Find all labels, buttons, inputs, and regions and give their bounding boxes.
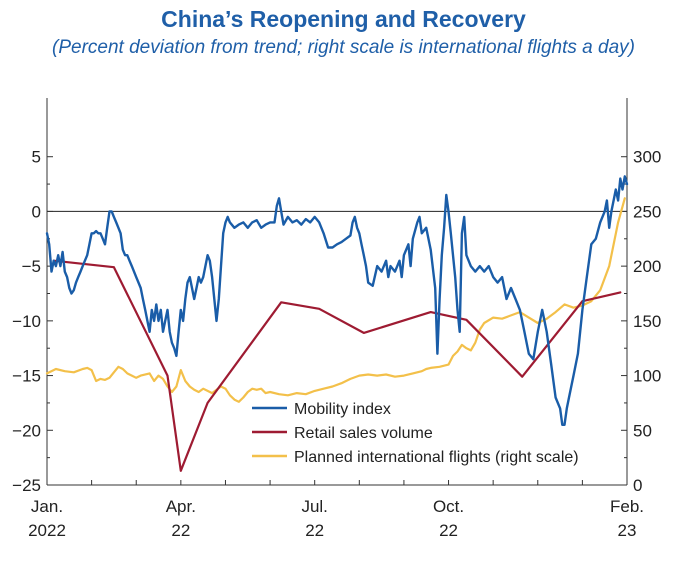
- legend: Mobility index Retail sales volume Planned…: [252, 401, 579, 466]
- x-tick-label: 22: [171, 521, 190, 540]
- chart-title: China’s Reopening and Recovery: [161, 6, 526, 32]
- y-right-tick-label: 150: [633, 312, 661, 331]
- series-lines: [45, 175, 629, 472]
- series-line-planned-international-flights-right-scale: [45, 197, 626, 403]
- legend-label: Retail sales volume: [294, 425, 433, 442]
- legend-label: Planned international flights (right sca…: [294, 449, 579, 466]
- x-tick-label: Feb.: [610, 497, 644, 516]
- x-tick-label: 23: [618, 521, 637, 540]
- x-tick-label: 22: [305, 521, 324, 540]
- x-tick-label: Apr.: [166, 497, 196, 516]
- legend-label: Mobility index: [294, 401, 391, 418]
- y-left-tick-label: −25: [12, 476, 41, 495]
- y-right-tick-label: 50: [633, 421, 652, 440]
- y-left-tick-label: 5: [32, 148, 41, 167]
- y-left-tick-label: 0: [32, 202, 41, 221]
- x-tick-label: Jul.: [301, 497, 327, 516]
- y-left-tick-label: −15: [12, 367, 41, 386]
- axes: −25−20−15−10−505050100150200250300Jan.20…: [12, 148, 661, 540]
- y-right-tick-label: 0: [633, 476, 642, 495]
- plot-frame: [46, 98, 628, 486]
- x-tick-label: Jan.: [31, 497, 63, 516]
- y-left-tick-label: −5: [22, 257, 41, 276]
- y-right-tick-label: 100: [633, 367, 661, 386]
- x-tick-label: 22: [439, 521, 458, 540]
- y-left-tick-label: −10: [12, 312, 41, 331]
- x-tick-label: Oct.: [433, 497, 464, 516]
- y-left-tick-label: −20: [12, 421, 41, 440]
- series-line-retail-sales-volume: [52, 259, 622, 472]
- y-right-tick-label: 200: [633, 257, 661, 276]
- x-tick-label: 2022: [28, 521, 66, 540]
- chart-subtitle: (Percent deviation from trend; right sca…: [52, 37, 635, 58]
- series-line-mobility-index: [45, 175, 629, 426]
- y-right-tick-label: 300: [633, 148, 661, 167]
- y-right-tick-label: 250: [633, 202, 661, 221]
